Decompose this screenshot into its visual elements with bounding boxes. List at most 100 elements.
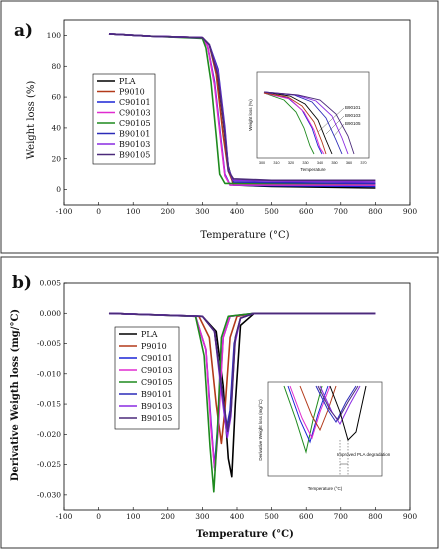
inset-b-line-p9010 (299, 385, 337, 432)
inset-b-line-c90101 (287, 385, 329, 444)
plot-a-x-tick-label: 600 (299, 207, 314, 216)
inset-a-line-p9010 (263, 92, 327, 155)
plot-a-y-tick-label: 100 (47, 31, 62, 40)
plot-a-x-tick-label: 200 (161, 207, 176, 216)
plot-b-x-axis-label: Temperature (°C) (196, 529, 294, 540)
inset-a-annotation-3: B90105 (345, 121, 361, 126)
inset-a-x-tick-label: 340 (317, 161, 323, 165)
legend-label-c90105: C90105 (119, 119, 151, 128)
inset-a-x-tick-label: 320 (288, 161, 294, 165)
series-line-b90105 (108, 33, 376, 182)
plot-a-x-axis-label: Temperature (°C) (200, 230, 289, 241)
plot-b-inset: Temperature (°C) Derivative Weight loss … (258, 381, 391, 491)
inset-b-line-b90103 (319, 385, 361, 425)
inset-a-y-label: Weight loss (%) (248, 99, 253, 131)
series-line-c90105 (108, 312, 376, 493)
panel-b-frame (0, 256, 439, 549)
plot-a-inset: 300 310 320 330 340 350 360 370 Temperature Wei… (248, 71, 370, 172)
plot-b-x-tick-label: 800 (368, 512, 383, 521)
legend-label-b90105: B90105 (119, 151, 150, 160)
plot-b-x-tick-label: 300 (195, 512, 210, 521)
plot-b: -100 0 100 200 300 400 500 600 700 800 900 0.005 0.0… (10, 279, 417, 541)
inset-a-x-tick-label: 310 (273, 161, 279, 165)
panel-a-label: a) (14, 21, 33, 41)
panel-a-frame (0, 0, 439, 254)
plot-b-y-axis-label: Derivative Weigth loss (mg/°C) (10, 309, 21, 481)
legend-label-pla: PLA (119, 77, 136, 86)
plot-b-x-tick-label: 200 (161, 512, 176, 521)
plot-b-x-tick-label: 900 (403, 512, 418, 521)
inset-a-line-c90101 (263, 91, 323, 155)
legend-label-b90101: B90101 (141, 390, 172, 399)
plot-a-legend-box (92, 73, 156, 165)
inset-a-line-c90105 (263, 92, 315, 155)
inset-b-line-b90101 (315, 385, 357, 423)
inset-a-line-c90103 (263, 92, 325, 155)
inset-a-annotation-2: B90103 (345, 113, 361, 118)
legend-label-p9010: P9010 (119, 88, 145, 97)
plot-b-x-tick-label: 400 (230, 512, 245, 521)
inset-b-annotation: Improved PLA degradation (337, 452, 391, 457)
plot-b-y-tick-label: 0.000 (40, 309, 62, 318)
legend-label-b90103: B90103 (141, 402, 172, 411)
legend-label-c90103: C90103 (119, 109, 151, 118)
plot-b-y-tick-label: 0.005 (40, 279, 62, 288)
inset-a-annotation-1: B90101 (345, 105, 361, 110)
plot-a-y-axis-label: Weight loss (%) (26, 81, 37, 160)
plot-b-x-tick-label: 0 (96, 512, 101, 521)
inset-b-y-label: Derivative Weight loss (mg/°C) (258, 399, 263, 461)
inset-b-line-c90105 (283, 385, 323, 454)
inset-a-pointer-2 (325, 115, 345, 135)
inset-b-x-label: Temperature (°C) (308, 486, 343, 491)
plot-b-legend-box (114, 326, 180, 430)
legend-label-b90105: B90105 (141, 414, 172, 423)
plot-b-y-tick-label: -0.010 (37, 369, 61, 378)
inset-a-x-tick-label: 370 (360, 161, 366, 165)
plot-b-y-tick-label: -0.025 (37, 460, 61, 469)
plot-b-y-tick-label: -0.020 (37, 430, 61, 439)
legend-label-p9010: P9010 (141, 342, 167, 351)
plot-a-x-tick-label: 700 (334, 207, 349, 216)
inset-a-x-tick-label: 360 (346, 161, 352, 165)
inset-b-line-c90103 (289, 385, 331, 440)
plot-a-y-tick-label: 40 (51, 123, 61, 132)
inset-a-x-label: Temperature (300, 167, 326, 172)
plot-a-x-tick-label: 400 (230, 207, 245, 216)
plot-a-y-tick-label: 20 (51, 154, 61, 163)
legend-label-b90103: B90103 (119, 140, 150, 149)
plot-a-x-tick-label: 900 (403, 207, 418, 216)
series-line-b90105 (108, 312, 376, 433)
inset-a-pointer-3 (333, 123, 345, 137)
legend-label-b90101: B90101 (119, 130, 150, 139)
plot-b-x-tick-label: 500 (264, 512, 279, 521)
inset-a-line-b90105 (263, 91, 355, 155)
legend-label-pla: PLA (141, 330, 158, 339)
plot-b-x-tick-label: 100 (126, 512, 141, 521)
plot-a-y-tick-label: 60 (51, 93, 61, 102)
plot-b-x-tick-label: -100 (56, 512, 73, 521)
plot-a-x-tick-label: -100 (56, 207, 73, 216)
legend-label-c90105: C90105 (141, 378, 173, 387)
plot-a-x-tick-label: 0 (96, 207, 101, 216)
plot-a-x-tick-label: 800 (368, 207, 383, 216)
panel-b-label: b) (12, 273, 32, 293)
legend-label-c90101: C90101 (141, 354, 173, 363)
inset-a-x-tick-label: 350 (331, 161, 337, 165)
plot-b-y-tick-label: -0.015 (37, 400, 61, 409)
legend-label-c90101: C90101 (119, 98, 151, 107)
plot-a-x-tick-label: 100 (126, 207, 141, 216)
plot-b-x-tick-label: 600 (299, 512, 314, 521)
plot-a-y-tick-label: 80 (51, 62, 61, 71)
plot-b-x-tick-label: 700 (334, 512, 349, 521)
plot-a-y-tick-label: 0 (56, 185, 61, 194)
inset-a-x-tick-label: 330 (302, 161, 308, 165)
inset-a-pointer-1 (317, 107, 345, 133)
legend-label-c90103: C90103 (141, 366, 173, 375)
plot-a-x-tick-label: 500 (264, 207, 279, 216)
inset-a-line-pla (263, 91, 333, 155)
inset-a-x-tick-label: 300 (259, 161, 265, 165)
plot-b-y-tick-label: -0.005 (37, 339, 61, 348)
plot-a-x-tick-label: 300 (195, 207, 210, 216)
plot-b-y-tick-label: -0.030 (37, 490, 61, 499)
